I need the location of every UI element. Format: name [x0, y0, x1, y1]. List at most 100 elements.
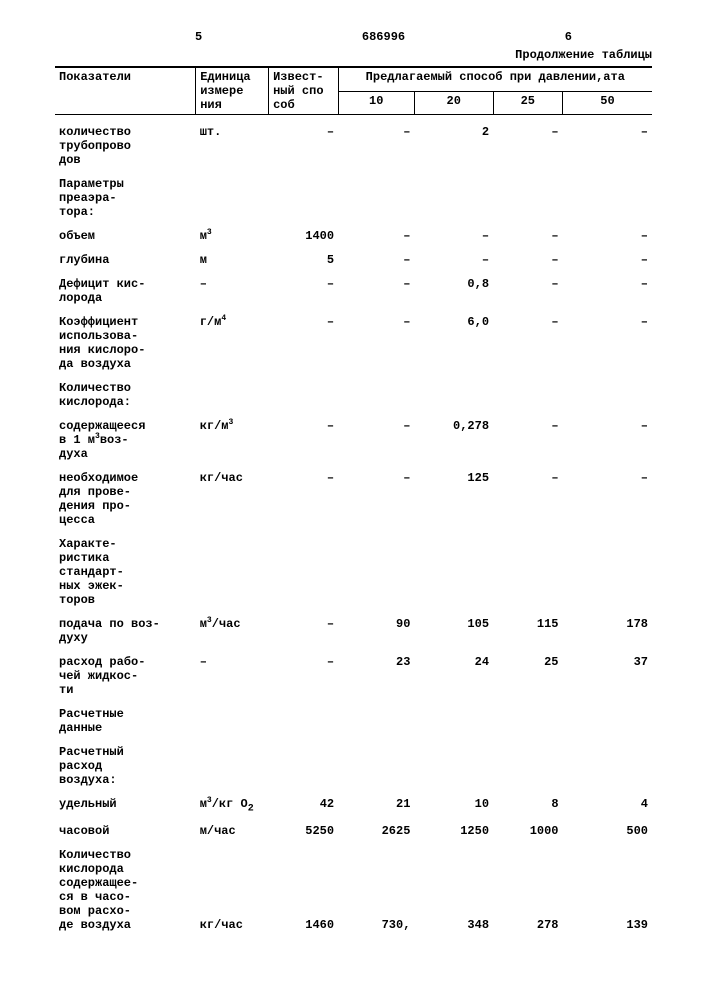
- section-header-row: Характе- ристика стандарт- ных эжек- тор…: [55, 529, 652, 609]
- val-p20: 0,278: [414, 411, 493, 463]
- val-p10: 90: [338, 609, 414, 647]
- val-known: 5: [269, 245, 338, 269]
- val-known: –: [269, 307, 338, 373]
- continuation-label: Продолжение таблицы: [55, 48, 652, 62]
- data-table: Показатели Единица измере ния Извест- ны…: [55, 66, 652, 934]
- param-label: глубина: [55, 245, 196, 269]
- document-page: 5 686996 6 Продолжение таблицы Показател…: [0, 0, 707, 1000]
- val-p50: 500: [563, 816, 652, 840]
- hdr-pressure-group: Предлагаемый способ при давлении,ата: [338, 67, 652, 91]
- param-label: удельный: [55, 789, 196, 816]
- val-known: –: [269, 463, 338, 529]
- val-p20: –: [414, 245, 493, 269]
- unit-cell: м3/кг O2: [196, 789, 269, 816]
- val-p10: –: [338, 307, 414, 373]
- val-p25: 25: [493, 647, 562, 699]
- val-known: –: [269, 609, 338, 647]
- unit-cell: –: [196, 647, 269, 699]
- unit-cell: кг/м3: [196, 411, 269, 463]
- section-header-row: Расчетные данные: [55, 699, 652, 737]
- param-label: расход рабо- чей жидкос- ти: [55, 647, 196, 699]
- section-label: Расчетные данные: [55, 699, 652, 737]
- unit-cell: кг/час: [196, 840, 269, 934]
- table-row: объем м3 1400 – – – –: [55, 221, 652, 245]
- val-p25: 115: [493, 609, 562, 647]
- val-p10: –: [338, 269, 414, 307]
- param-label: подача по воз- духу: [55, 609, 196, 647]
- val-p20: 105: [414, 609, 493, 647]
- unit-cell: –: [196, 269, 269, 307]
- table-row: удельный м3/кг O2 42 21 10 8 4: [55, 789, 652, 816]
- table-row: необходимое для прове- дения про- цесса …: [55, 463, 652, 529]
- val-p10: 23: [338, 647, 414, 699]
- val-p50: –: [563, 245, 652, 269]
- val-p25: 8: [493, 789, 562, 816]
- val-p25: –: [493, 221, 562, 245]
- val-known: –: [269, 647, 338, 699]
- unit-cell: кг/час: [196, 463, 269, 529]
- val-p20: 348: [414, 840, 493, 934]
- section-header-row: Расчетный расход воздуха:: [55, 737, 652, 789]
- val-p10: 2625: [338, 816, 414, 840]
- val-p50: –: [563, 221, 652, 245]
- val-p20: 2: [414, 117, 493, 169]
- val-p10: 21: [338, 789, 414, 816]
- section-label: Расчетный расход воздуха:: [55, 737, 652, 789]
- val-p25: –: [493, 117, 562, 169]
- hdr-p10: 10: [338, 91, 414, 114]
- page-num-right: 6: [565, 30, 572, 44]
- unit-cell: м3/час: [196, 609, 269, 647]
- val-known: –: [269, 411, 338, 463]
- val-p50: –: [563, 463, 652, 529]
- val-known: 1400: [269, 221, 338, 245]
- val-known: –: [269, 117, 338, 169]
- param-label: объем: [55, 221, 196, 245]
- section-label: Параметры преаэра- тора:: [55, 169, 652, 221]
- hdr-p25: 25: [493, 91, 562, 114]
- val-p25: –: [493, 411, 562, 463]
- val-p20: 125: [414, 463, 493, 529]
- unit-cell: м/час: [196, 816, 269, 840]
- val-p50: –: [563, 269, 652, 307]
- section-header-row: Параметры преаэра- тора:: [55, 169, 652, 221]
- param-label: Количество кислорода содержащее- ся в ча…: [55, 840, 196, 934]
- page-number-row: 5 686996 6: [55, 30, 652, 44]
- val-p20: 24: [414, 647, 493, 699]
- val-p50: 178: [563, 609, 652, 647]
- val-known: 1460: [269, 840, 338, 934]
- val-p20: 10: [414, 789, 493, 816]
- unit-cell: шт.: [196, 117, 269, 169]
- val-p25: 278: [493, 840, 562, 934]
- table-row: глубина м 5 – – – –: [55, 245, 652, 269]
- val-p25: –: [493, 307, 562, 373]
- val-p20: 1250: [414, 816, 493, 840]
- table-row: часовой м/час 5250 2625 1250 1000 500: [55, 816, 652, 840]
- val-p20: 6,0: [414, 307, 493, 373]
- page-num-left: 5: [195, 30, 202, 44]
- val-p50: –: [563, 307, 652, 373]
- val-p10: 730,: [338, 840, 414, 934]
- table-row: подача по воз- духу м3/час – 90 105 115 …: [55, 609, 652, 647]
- val-p50: –: [563, 117, 652, 169]
- hdr-p20: 20: [414, 91, 493, 114]
- unit-cell: м: [196, 245, 269, 269]
- table-row: Коэффициент использова- ния кислоро- да …: [55, 307, 652, 373]
- val-p25: 1000: [493, 816, 562, 840]
- doc-number: 686996: [362, 30, 405, 44]
- section-label: Количество кислорода:: [55, 373, 652, 411]
- param-label: количество трубопрово дов: [55, 117, 196, 169]
- param-label: часовой: [55, 816, 196, 840]
- table-row: расход рабо- чей жидкос- ти – – 23 24 25…: [55, 647, 652, 699]
- param-label: содержащееся в 1 м3воз- духа: [55, 411, 196, 463]
- hdr-param: Показатели: [55, 67, 196, 115]
- param-label: необходимое для прове- дения про- цесса: [55, 463, 196, 529]
- val-p50: –: [563, 411, 652, 463]
- val-p20: 0,8: [414, 269, 493, 307]
- val-p10: –: [338, 411, 414, 463]
- val-p25: –: [493, 463, 562, 529]
- val-known: 5250: [269, 816, 338, 840]
- val-p20: –: [414, 221, 493, 245]
- hdr-p50: 50: [563, 91, 652, 114]
- val-p10: –: [338, 117, 414, 169]
- val-p25: –: [493, 269, 562, 307]
